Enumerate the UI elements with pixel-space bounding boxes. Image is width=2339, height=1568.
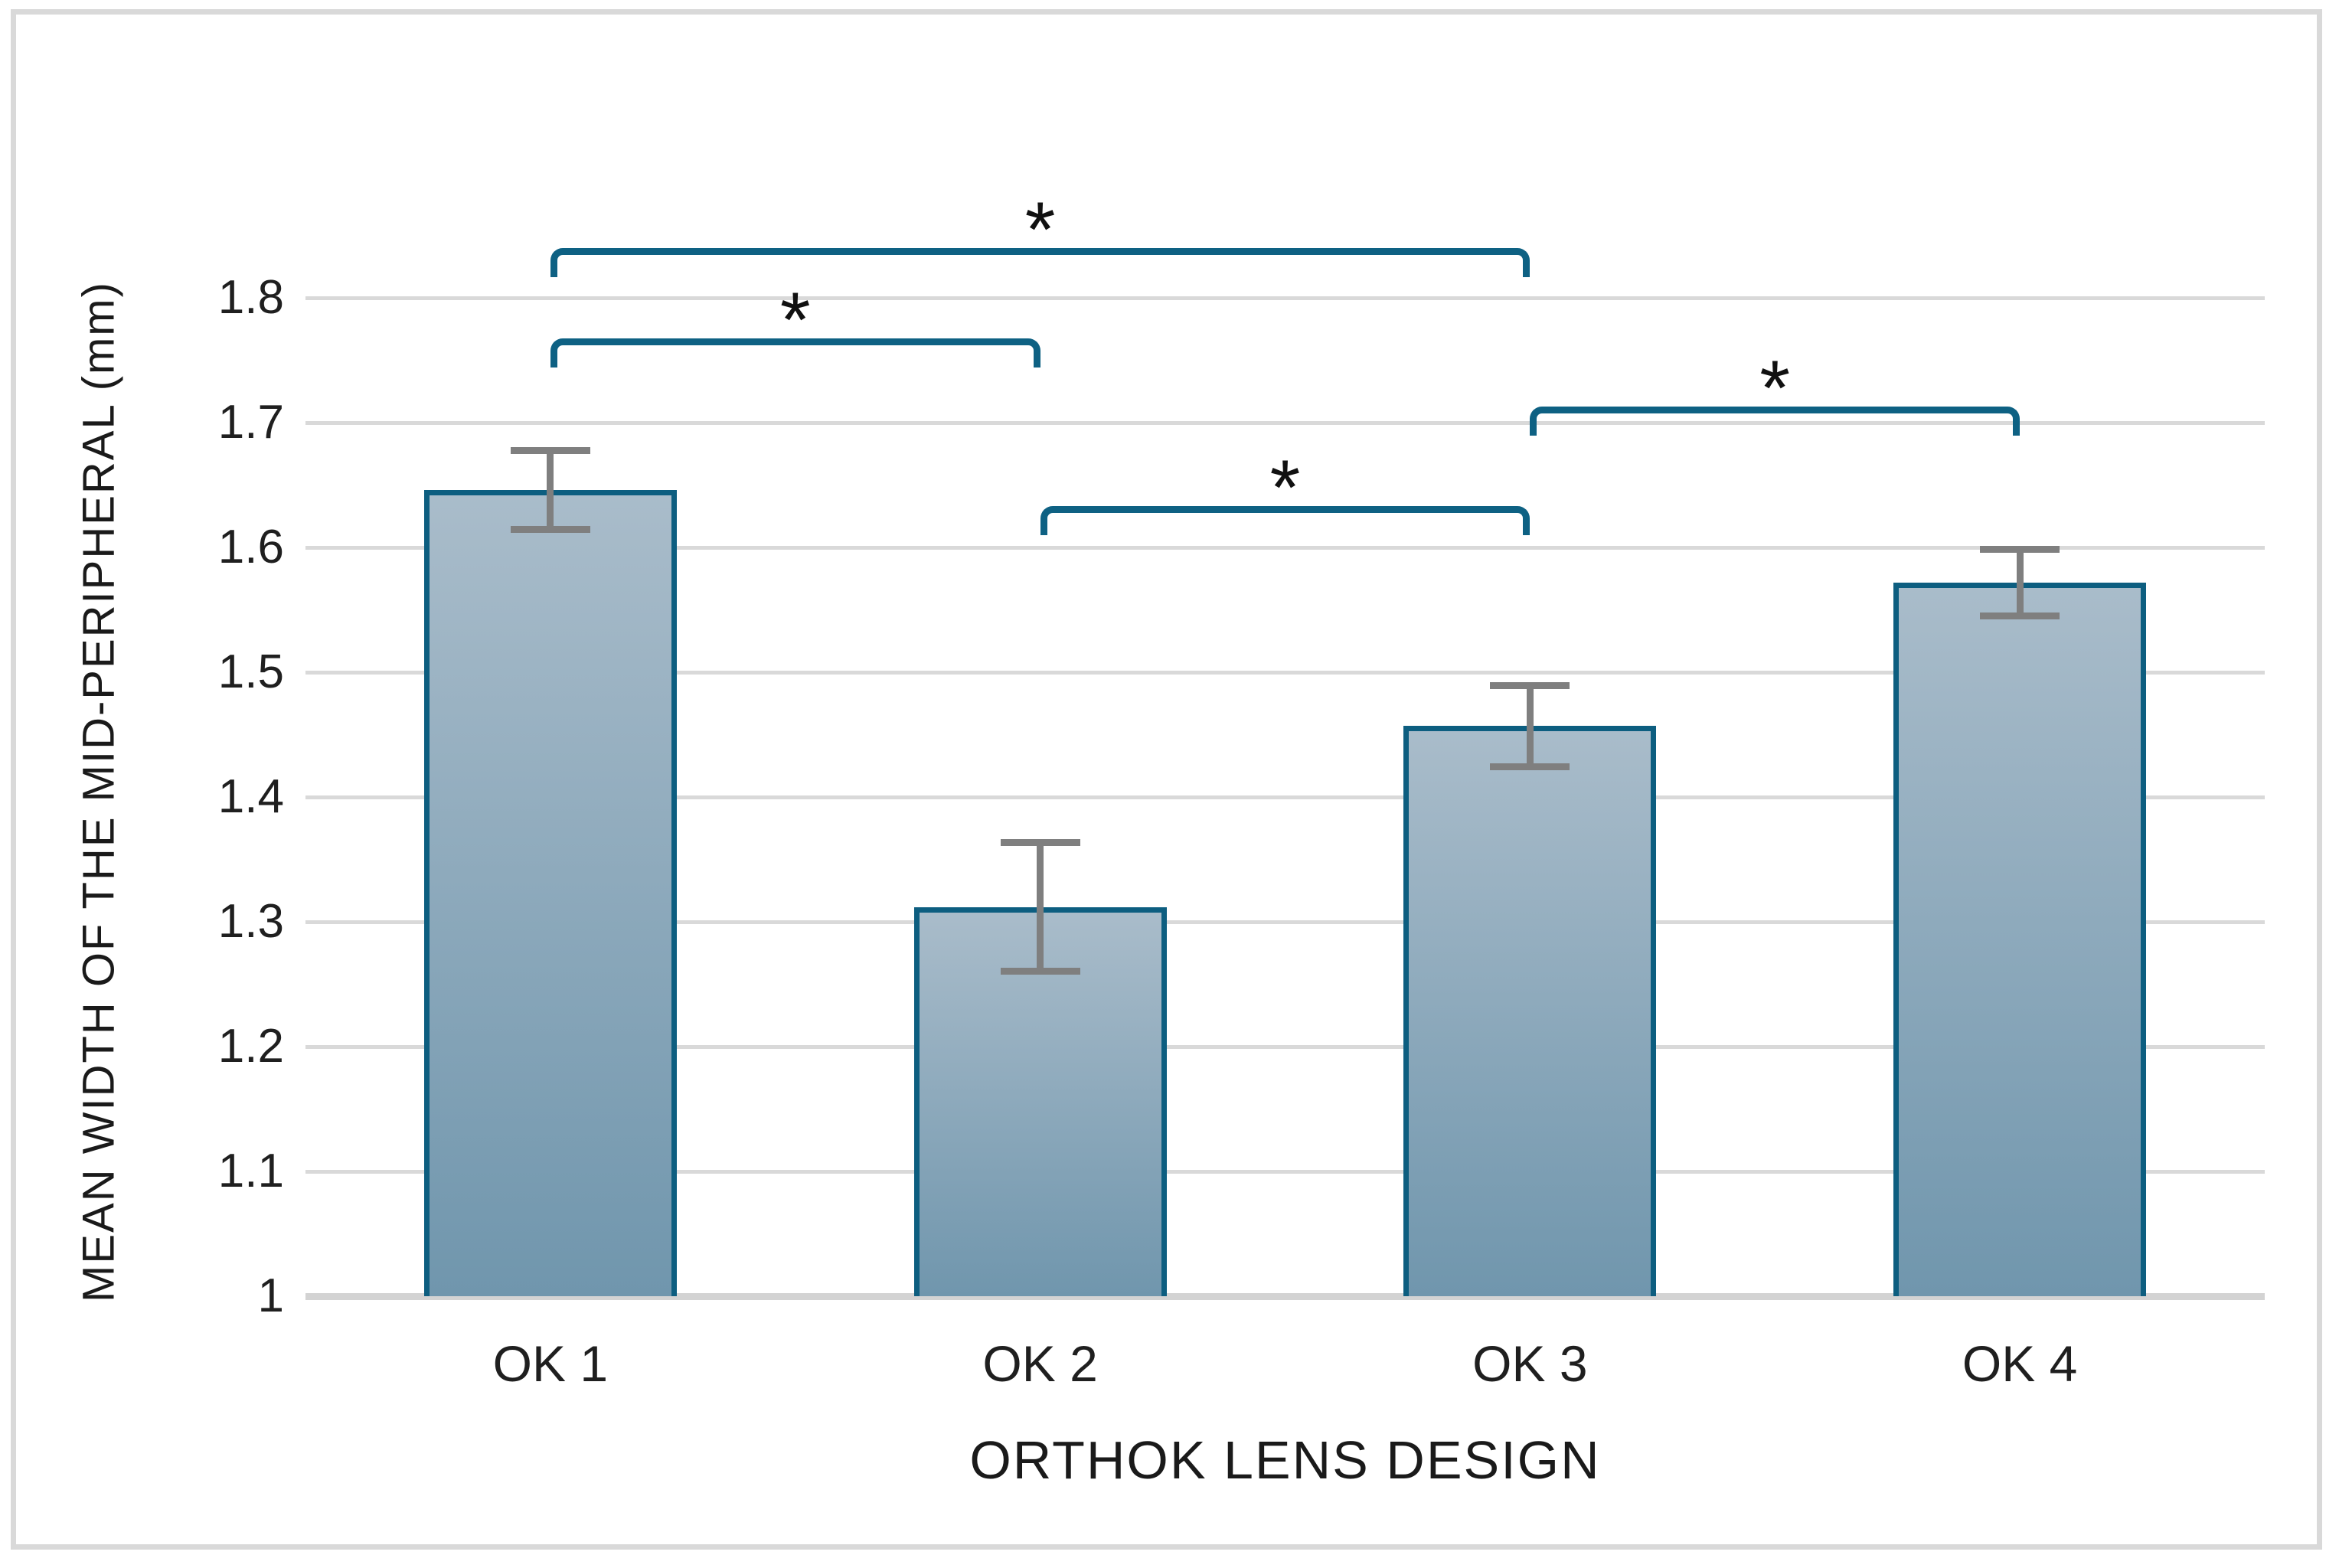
y-tick-label: 1.6 — [217, 521, 284, 574]
y-tick-label: 1.5 — [217, 645, 284, 699]
error-bar-top-cap — [1000, 838, 1080, 846]
error-bar-bottom-cap — [1000, 968, 1080, 975]
gridline — [305, 795, 2265, 800]
y-tick-label: 1.1 — [217, 1145, 284, 1198]
gridline — [305, 296, 2265, 301]
x-axis-title: ORTHOK LENS DESIGN — [969, 1430, 1601, 1490]
significance-asterisk: * — [1759, 345, 1791, 433]
y-tick-label: 1.7 — [217, 396, 284, 449]
gridline — [305, 1045, 2265, 1050]
error-bar-top-cap — [1490, 681, 1570, 689]
error-bar-top-cap — [1980, 545, 2060, 553]
x-tick-label: OK 4 — [1962, 1335, 2078, 1392]
y-tick-label: 1 — [257, 1269, 284, 1322]
x-tick-label: OK 1 — [492, 1335, 609, 1392]
gridline — [305, 421, 2265, 426]
x-tick-label: OK 3 — [1472, 1335, 1588, 1392]
y-tick-label: 1.3 — [217, 895, 284, 949]
bar-ok1 — [423, 490, 677, 1296]
gridline — [305, 546, 2265, 550]
x-tick-label: OK 2 — [982, 1335, 1098, 1392]
plot-area: 1 1.1 1.2 1.3 1.4 1.5 1.6 1.7 1.8 OK 1 OK 2 OK 3 OK … — [218, 191, 2265, 1490]
y-tick-label: 1.4 — [217, 770, 284, 824]
significance-asterisk: * — [1024, 186, 1056, 274]
gridline — [305, 920, 2265, 925]
bar-ok4 — [1893, 582, 2147, 1296]
error-bar — [1526, 684, 1534, 768]
error-bar-bottom-cap — [1490, 763, 1570, 771]
y-tick-label: 1.2 — [217, 1020, 284, 1073]
y-tick-label: 1.8 — [217, 271, 284, 325]
significance-bracket — [550, 248, 1530, 278]
gridline — [305, 1170, 2265, 1174]
significance-asterisk: * — [1269, 444, 1301, 532]
error-bar-top-cap — [510, 447, 590, 455]
error-bar-bottom-cap — [510, 526, 590, 534]
significance-asterisk: * — [779, 276, 811, 364]
gridline — [305, 671, 2265, 675]
significance-bracket — [1530, 407, 2020, 436]
x-axis-line — [305, 1293, 2265, 1300]
error-bar-bottom-cap — [1980, 612, 2060, 619]
significance-bracket — [550, 338, 1040, 368]
error-bar — [2016, 548, 2024, 616]
bar-ok3 — [1403, 726, 1657, 1296]
significance-bracket — [1040, 506, 1530, 536]
error-bar — [547, 450, 554, 531]
error-bar — [1037, 841, 1044, 972]
